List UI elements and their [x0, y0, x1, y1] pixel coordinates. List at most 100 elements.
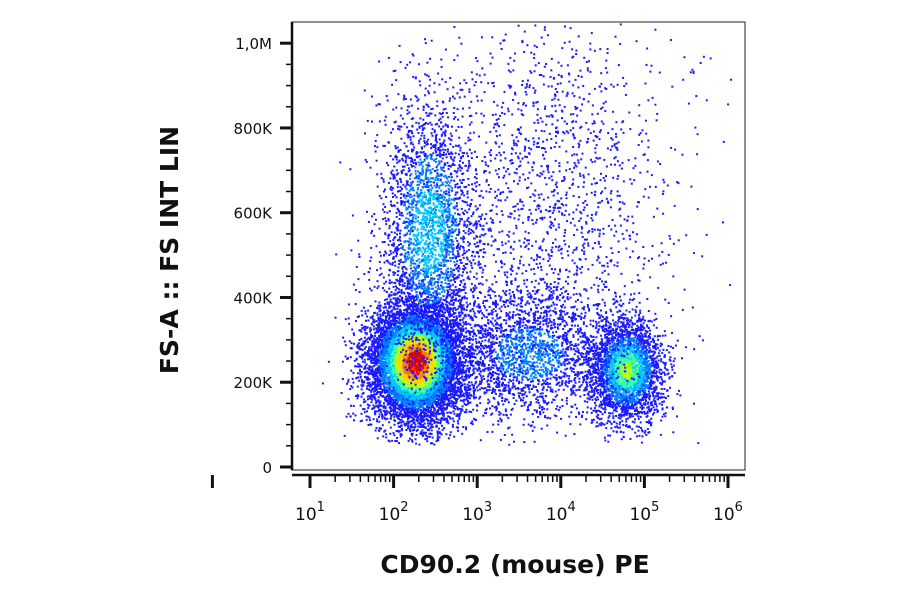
event-dot [388, 411, 391, 414]
event-dot [388, 293, 391, 296]
event-dot [439, 329, 442, 332]
event-dot [458, 359, 461, 362]
event-dot [393, 423, 396, 426]
event-dot [389, 343, 392, 345]
event-dot [375, 320, 378, 323]
event-dot [459, 388, 462, 391]
event-dot [388, 279, 391, 282]
event-dot [406, 406, 409, 409]
event-dot [450, 375, 453, 378]
event-dot [406, 409, 409, 412]
event-dot [380, 341, 383, 344]
event-dot [450, 399, 453, 402]
event-dot [451, 425, 454, 428]
event-dots [321, 23, 733, 446]
event-dot [463, 403, 466, 406]
event-dot [370, 345, 373, 348]
event-dot [485, 355, 488, 358]
event-dot [376, 362, 379, 365]
event-dot [474, 382, 477, 385]
event-dot [449, 303, 452, 306]
event-dot [453, 330, 456, 332]
event-dot [472, 408, 475, 411]
event-dot [382, 327, 384, 330]
event-dot [352, 412, 355, 415]
event-dot [342, 336, 345, 339]
event-dot [366, 367, 369, 370]
event-dot [376, 314, 379, 316]
event-dot [441, 428, 444, 431]
event-dot [447, 352, 450, 355]
event-dot [401, 413, 404, 416]
event-dot [453, 365, 456, 368]
event-dot [394, 440, 397, 442]
event-dot [469, 397, 472, 400]
event-dot [391, 382, 394, 385]
event-dot [379, 408, 382, 411]
event-dot [386, 403, 389, 406]
event-dot [386, 417, 389, 420]
event-dot [446, 344, 449, 346]
event-dot [398, 288, 400, 291]
event-dot [433, 334, 436, 337]
event-dot [427, 424, 430, 427]
event-dot [381, 357, 384, 359]
event-dot [445, 332, 448, 335]
event-dot [449, 270, 452, 273]
event-dot [363, 361, 366, 364]
event-dot [451, 309, 454, 312]
event-dot [472, 338, 474, 341]
event-dot [373, 359, 375, 361]
event-dot [479, 344, 482, 347]
event-dot [411, 270, 414, 273]
event-dot [381, 417, 384, 420]
event-dot [482, 414, 485, 417]
event-dot [462, 366, 465, 368]
event-dot [381, 329, 384, 332]
event-dot [445, 421, 448, 423]
event-dot [428, 406, 430, 409]
event-dot [421, 429, 424, 432]
event-dot [447, 415, 450, 418]
event-dot [370, 333, 373, 336]
event-dot [433, 397, 436, 400]
event-dot [371, 407, 374, 410]
event-dot [439, 421, 442, 424]
event-dot [449, 434, 452, 437]
event-dot [390, 396, 393, 399]
event-dot [348, 303, 350, 306]
event-dot [425, 298, 428, 301]
event-dot [366, 378, 369, 381]
event-dot [440, 433, 443, 436]
event-dot [388, 421, 391, 424]
event-dot [471, 374, 473, 376]
event-dot [352, 381, 355, 384]
event-dot [389, 426, 392, 429]
event-dot [462, 400, 465, 403]
event-dot [431, 287, 434, 290]
event-dot [375, 405, 378, 408]
event-dot [395, 440, 398, 443]
event-dot [467, 385, 470, 388]
event-dot [350, 369, 353, 372]
event-dot [400, 403, 403, 405]
event-dot [380, 427, 382, 430]
event-dot [356, 395, 359, 398]
event-dot [458, 417, 461, 420]
event-dot [343, 340, 346, 343]
event-dot [437, 318, 440, 321]
event-dot [468, 339, 471, 342]
event-dot [390, 294, 393, 297]
event-dot [349, 388, 352, 391]
event-dot [456, 375, 458, 378]
event-dot [455, 426, 458, 429]
event-dot [463, 323, 466, 326]
event-dot [431, 332, 434, 335]
event-dot [385, 410, 388, 413]
event-dot [457, 422, 460, 425]
event-dot [347, 317, 350, 320]
event-dot [386, 391, 388, 394]
event-dot [390, 319, 393, 322]
event-dot [378, 413, 381, 416]
